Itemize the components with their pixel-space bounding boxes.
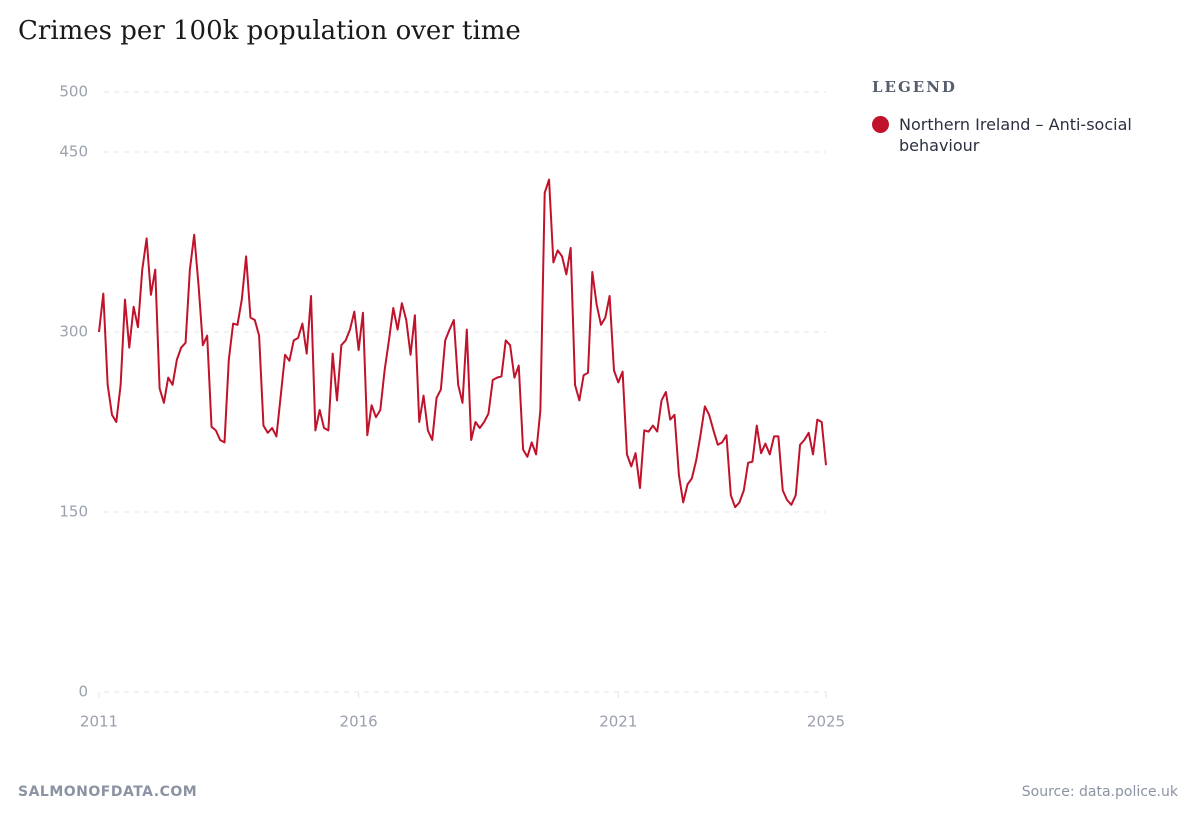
x-tick-label: 2021: [599, 713, 637, 731]
legend-swatch: [872, 116, 889, 133]
series-line: [98, 178, 827, 509]
legend-label: Northern Ireland – Anti-social behaviour: [899, 115, 1132, 155]
legend-title: LEGEND: [872, 78, 957, 96]
y-tick-label: 0: [78, 683, 88, 701]
y-tick-label: 450: [59, 143, 88, 161]
y-tick-label: 150: [59, 503, 88, 521]
footer-source: Source: data.police.uk: [1021, 784, 1178, 800]
footer-brand: SALMONOFDATA.COM: [18, 784, 198, 800]
x-tick-label: 2011: [80, 713, 118, 731]
x-tick-label: 2025: [807, 713, 845, 731]
y-tick-label: 500: [59, 83, 88, 101]
legend: LEGEND Northern Ireland – Anti-social be…: [872, 78, 1162, 156]
x-tick-label: 2016: [340, 713, 378, 731]
chart-title: Crimes per 100k population over time: [18, 16, 521, 46]
chart: 0 150 300 450 500 2011 2016 2021 2025: [59, 83, 845, 731]
legend-item: Northern Ireland – Anti-social behaviour: [872, 114, 1162, 156]
y-tick-label: 300: [59, 323, 88, 341]
